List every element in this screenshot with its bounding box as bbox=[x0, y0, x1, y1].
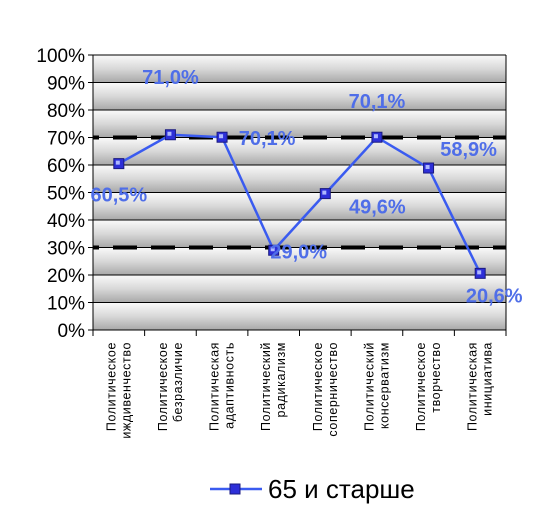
data-label: 70,1% bbox=[349, 91, 406, 113]
data-label: 20,6% bbox=[466, 285, 523, 307]
x-tick-label: Политическое безразличие bbox=[156, 342, 185, 431]
data-point-highlight bbox=[425, 165, 430, 170]
y-tick-label: 30% bbox=[47, 239, 85, 260]
x-tick-label: Политическое творчество bbox=[414, 342, 443, 431]
plot-area bbox=[93, 55, 506, 330]
data-point-highlight bbox=[270, 247, 275, 252]
series-line bbox=[118, 133, 482, 274]
data-label: 71,0% bbox=[142, 67, 199, 89]
x-tick-label: Политическая адаптивность bbox=[208, 342, 237, 431]
x-tick-label: Политический консерватизм bbox=[362, 342, 391, 431]
plot-band bbox=[93, 165, 506, 193]
x-tick-label-line: безразличие bbox=[171, 342, 185, 422]
y-axis: 0% 10% 20% 30% 40% 50% 60% 70% 80% 90% 100% bbox=[36, 46, 507, 342]
x-tick-label: Политическое соперничество bbox=[311, 342, 340, 437]
x-tick-label-line: творчество bbox=[429, 342, 443, 413]
plot-band bbox=[93, 192, 506, 220]
x-tick-label-line: Политическая bbox=[466, 342, 480, 431]
series-65-plus bbox=[113, 129, 486, 279]
y-tick-label: 20% bbox=[47, 266, 85, 287]
data-point-highlight bbox=[477, 270, 482, 275]
reference-lines bbox=[93, 135, 506, 250]
x-tick-label-line: Политический bbox=[362, 342, 376, 431]
data-point-highlight bbox=[219, 134, 224, 139]
data-point-highlight bbox=[373, 134, 378, 139]
y-tick-label: 10% bbox=[47, 294, 85, 315]
y-tick-label: 100% bbox=[36, 46, 85, 67]
plot-band bbox=[93, 302, 506, 330]
x-tick-label-line: Политическое bbox=[414, 342, 428, 431]
legend-marker bbox=[229, 483, 241, 495]
plot-band bbox=[93, 55, 506, 83]
data-label: 58,9% bbox=[440, 139, 497, 161]
x-tick-label-line: Политическая bbox=[208, 342, 222, 431]
x-tick-label-line: Политическое bbox=[156, 342, 170, 431]
x-tick-label: Политический радикализм bbox=[259, 342, 288, 431]
x-tick-label-line: адаптивность bbox=[223, 342, 237, 429]
data-label: 29,0% bbox=[270, 241, 327, 263]
y-tick-label: 50% bbox=[47, 184, 85, 205]
x-tick-label-line: иждивенчество bbox=[119, 342, 133, 439]
legend-label: 65 и старше bbox=[268, 474, 415, 504]
y-tick-label: 0% bbox=[58, 321, 86, 342]
x-tick-label: Политическая инициатива bbox=[466, 342, 495, 431]
x-tick-label-line: Политическое bbox=[311, 342, 325, 431]
x-axis: Политическое иждивенчество Политическое без… bbox=[92, 329, 507, 439]
y-tick-label: 70% bbox=[47, 129, 85, 150]
x-tick-label-line: инициатива bbox=[481, 342, 495, 416]
legend: 65 и старше bbox=[210, 474, 415, 504]
data-label: 70,1% bbox=[239, 128, 296, 150]
x-tick-label-line: соперничество bbox=[326, 342, 340, 437]
plot-band bbox=[93, 137, 506, 165]
y-tick-label: 40% bbox=[47, 211, 85, 232]
data-point-highlight bbox=[322, 190, 327, 195]
plot-band bbox=[93, 275, 506, 303]
data-label: 60,5% bbox=[90, 185, 147, 207]
plot-band bbox=[93, 220, 506, 248]
data-labels: 60,5% 71,0% 70,1% 29,0% 49,6% 70,1% 58,9% 20,6% bbox=[90, 67, 522, 308]
data-point-highlight bbox=[167, 131, 172, 136]
x-tick-label: Политическое иждивенчество bbox=[104, 342, 133, 439]
x-tick-label-line: консерватизм bbox=[377, 342, 391, 429]
plot-band bbox=[93, 247, 506, 275]
y-tick-label: 80% bbox=[47, 101, 85, 122]
plot-band bbox=[93, 110, 506, 138]
y-tick-label: 90% bbox=[47, 74, 85, 95]
x-tick-label-line: радикализм bbox=[274, 342, 288, 417]
x-tick-label-line: Политический bbox=[259, 342, 273, 431]
data-label: 49,6% bbox=[349, 197, 406, 219]
x-tick-label-line: Политическое bbox=[104, 342, 118, 431]
y-tick-label: 60% bbox=[47, 156, 85, 177]
data-point-highlight bbox=[115, 160, 120, 165]
plot-band bbox=[93, 82, 506, 110]
